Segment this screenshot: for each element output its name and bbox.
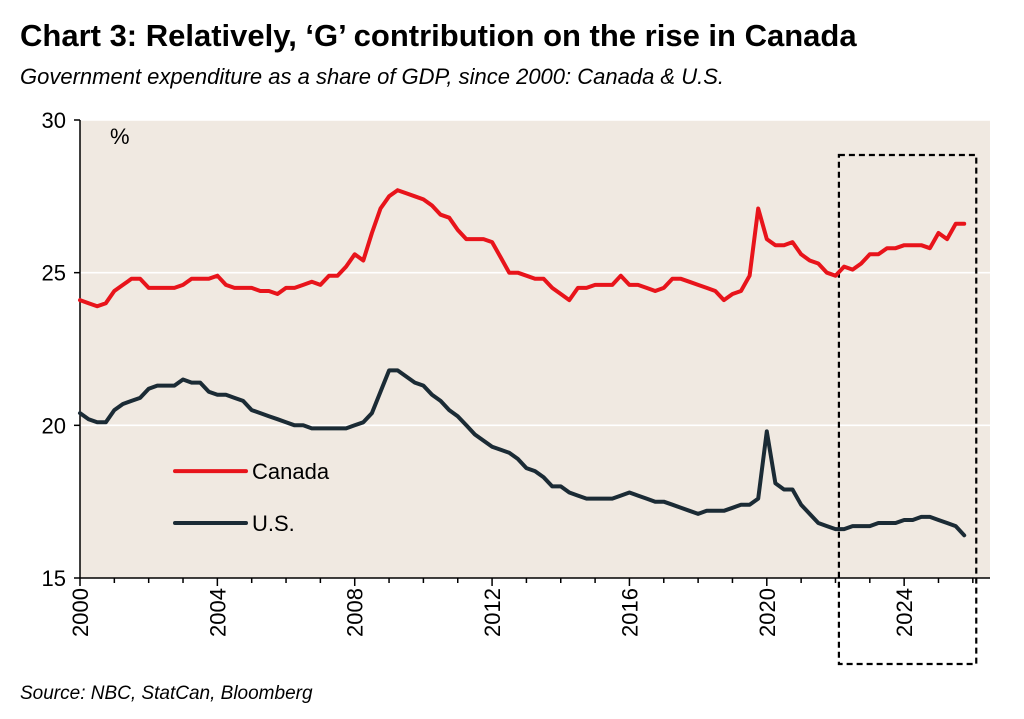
y-axis-unit-label: % (110, 124, 130, 149)
series-layer (78, 188, 967, 538)
axis-layer: 15 20 25 30 2000 2004 2008 2012 2016 2020 2024 (42, 108, 990, 637)
x-tick-label: 2024 (892, 588, 917, 637)
series-line-0 (78, 188, 967, 309)
x-tick-label: 2008 (343, 588, 368, 637)
x-tick-label: 2020 (755, 588, 780, 637)
series-line-1 (78, 368, 967, 538)
y-tick-label: 20 (42, 413, 66, 438)
legend: Canada U.S. (173, 459, 330, 536)
chart-title: Chart 3: Relatively, ‘G’ contribution on… (20, 18, 857, 53)
x-tick-label: 2000 (68, 588, 93, 637)
chart-subtitle: Government expenditure as a share of GDP… (20, 64, 724, 89)
x-tick-label: 2012 (480, 588, 505, 637)
highlight-layer (837, 153, 978, 666)
y-tick-label: 30 (42, 108, 66, 133)
highlight-box (837, 153, 978, 666)
x-tick-label: 2016 (617, 588, 642, 637)
y-tick-label: 25 (42, 261, 66, 286)
y-tick-label: 15 (42, 566, 66, 591)
plot-background (80, 120, 990, 578)
legend-label: U.S. (252, 511, 295, 536)
x-tick-label: 2004 (205, 588, 230, 637)
chart-source: Source: NBC, StatCan, Bloomberg (20, 683, 313, 704)
legend-label: Canada (252, 459, 330, 484)
